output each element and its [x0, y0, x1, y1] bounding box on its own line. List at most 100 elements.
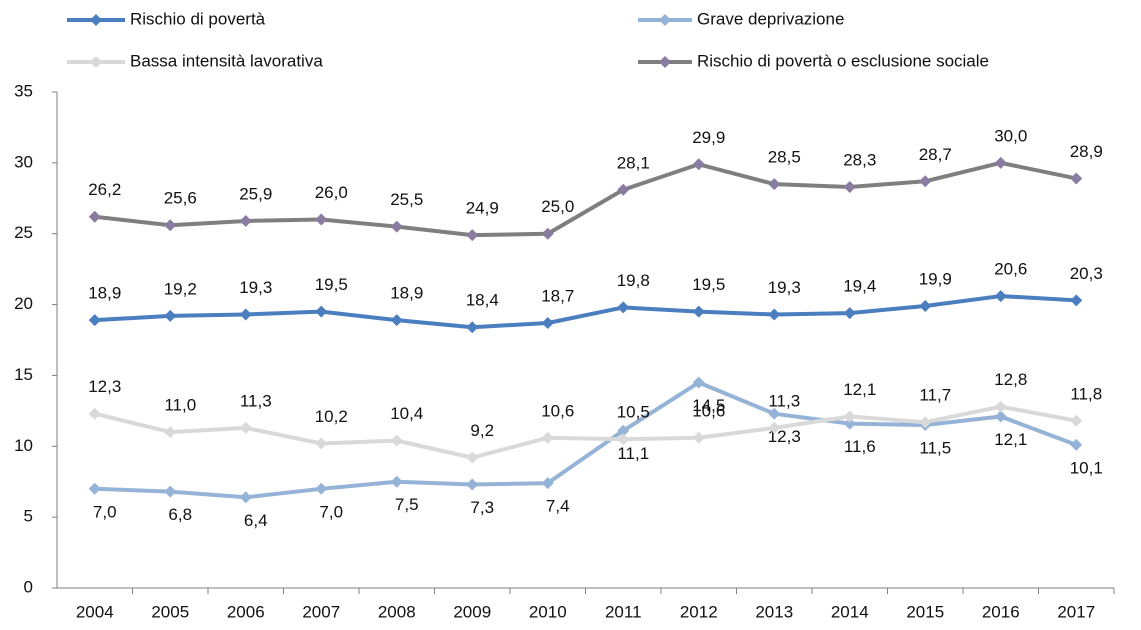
- point: [617, 183, 630, 196]
- value-label: 18,9: [88, 284, 121, 303]
- value-label: 10,1: [1070, 458, 1103, 477]
- value-label: 7,5: [395, 495, 419, 514]
- value-label: 20,6: [994, 260, 1027, 279]
- value-label: 19,5: [315, 275, 348, 294]
- value-label: 28,9: [1070, 142, 1103, 161]
- value-label: 18,9: [390, 284, 423, 303]
- x-tick-label: 2005: [151, 602, 189, 621]
- x-tick-label: 2016: [982, 602, 1020, 621]
- y-tick-label: 0: [24, 577, 33, 596]
- point: [1070, 294, 1083, 307]
- point: [1070, 172, 1083, 185]
- y-tick-label: 10: [14, 436, 33, 455]
- point: [994, 290, 1007, 303]
- point: [994, 400, 1007, 413]
- point: [692, 431, 705, 444]
- point: [88, 314, 101, 327]
- legend-marker: [659, 14, 671, 26]
- y-tick-label: 5: [24, 507, 33, 526]
- point: [466, 229, 479, 242]
- point: [617, 433, 630, 446]
- point: [843, 410, 856, 423]
- value-label: 25,9: [239, 184, 272, 203]
- point: [164, 426, 177, 439]
- value-label: 11,6: [844, 437, 876, 456]
- point: [239, 491, 252, 504]
- y-tick-label: 20: [14, 294, 33, 313]
- legend-marker: [90, 56, 102, 68]
- x-tick-label: 2008: [378, 602, 416, 621]
- value-label: 10,6: [692, 401, 725, 420]
- point: [315, 482, 328, 495]
- legend-label: Rischio di povertà: [130, 9, 266, 28]
- legend-marker: [90, 14, 102, 26]
- x-tick-label: 2012: [680, 602, 718, 621]
- point: [315, 305, 328, 318]
- point: [692, 376, 705, 389]
- value-label: 12,3: [88, 377, 121, 396]
- point: [390, 475, 403, 488]
- y-tick-label: 30: [14, 152, 33, 171]
- value-label: 7,0: [93, 502, 117, 521]
- value-label: 18,4: [466, 291, 499, 310]
- point: [541, 477, 554, 490]
- point: [466, 451, 479, 464]
- value-label: 10,5: [617, 403, 650, 422]
- value-label: 28,7: [919, 145, 952, 164]
- point: [164, 485, 177, 498]
- value-label: 28,5: [768, 148, 801, 167]
- point: [164, 219, 177, 232]
- point: [994, 410, 1007, 423]
- value-label: 11,3: [768, 391, 800, 410]
- point: [919, 175, 932, 188]
- value-label: 11,7: [919, 386, 951, 405]
- series-line: [94, 294, 1077, 330]
- legend-label: Rischio di povertà o esclusione sociale: [697, 51, 989, 70]
- series-line: [94, 160, 1077, 238]
- x-tick-label: 2013: [755, 602, 793, 621]
- point: [692, 305, 705, 318]
- value-label: 10,4: [390, 404, 423, 423]
- y-tick-label: 15: [14, 365, 33, 384]
- point: [843, 180, 856, 193]
- value-label: 12,1: [994, 430, 1027, 449]
- series-line: [94, 404, 1077, 460]
- value-label: 19,9: [919, 269, 952, 288]
- point: [88, 210, 101, 223]
- value-label: 10,2: [315, 407, 348, 426]
- x-tick-label: 2004: [76, 602, 114, 621]
- value-label: 25,6: [164, 189, 197, 208]
- point: [541, 227, 554, 240]
- point: [994, 156, 1007, 169]
- value-label: 19,8: [617, 271, 650, 290]
- point: [919, 416, 932, 429]
- value-label: 19,3: [239, 278, 272, 297]
- value-label: 6,8: [168, 505, 192, 524]
- value-label: 30,0: [994, 126, 1027, 145]
- point: [239, 214, 252, 227]
- point: [164, 309, 177, 322]
- value-label: 11,1: [617, 444, 649, 463]
- point: [466, 321, 479, 334]
- legend-label: Bassa intensità lavorativa: [130, 51, 323, 70]
- point: [315, 437, 328, 450]
- value-label: 25,0: [541, 197, 574, 216]
- x-tick-label: 2017: [1057, 602, 1095, 621]
- value-label: 9,2: [470, 421, 494, 440]
- y-tick-label: 35: [14, 81, 33, 100]
- point: [617, 424, 630, 437]
- point: [466, 478, 479, 491]
- value-label: 11,8: [1070, 384, 1102, 403]
- value-label: 12,1: [843, 380, 876, 399]
- point: [919, 299, 932, 312]
- y-tick-label: 25: [14, 223, 33, 242]
- value-label: 20,3: [1070, 264, 1103, 283]
- point: [88, 482, 101, 495]
- value-label: 19,5: [692, 275, 725, 294]
- value-label: 28,3: [843, 150, 876, 169]
- point: [390, 434, 403, 447]
- point: [843, 307, 856, 320]
- point: [390, 220, 403, 233]
- point: [843, 417, 856, 430]
